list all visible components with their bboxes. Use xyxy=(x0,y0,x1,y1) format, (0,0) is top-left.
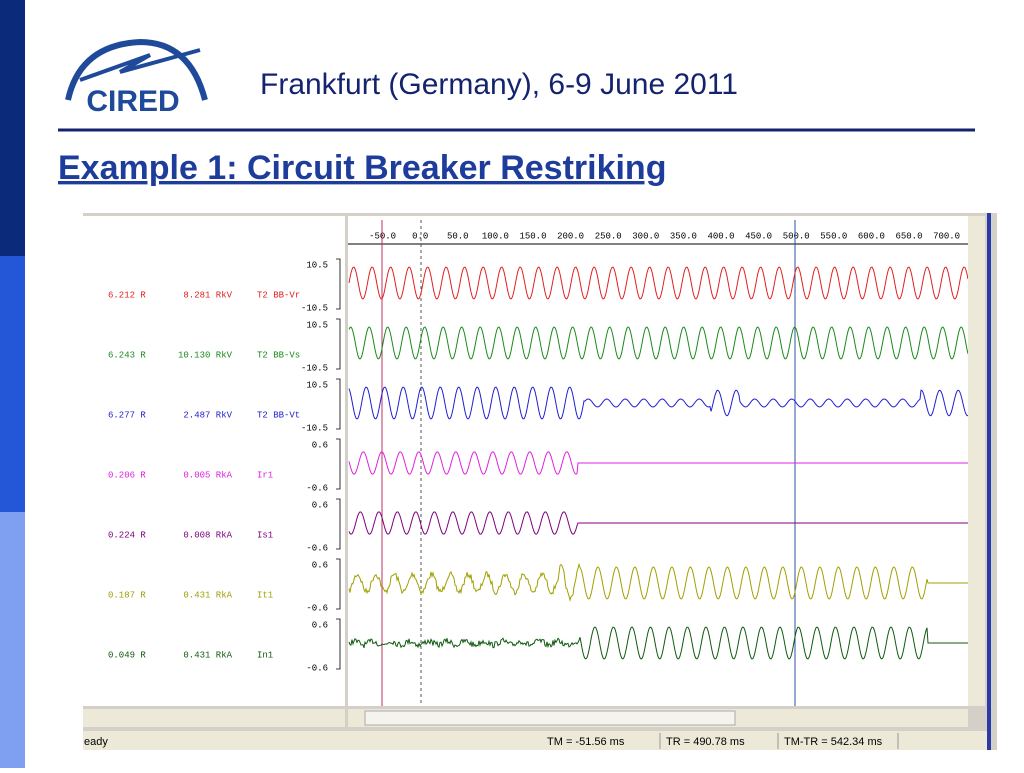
scale-bracket xyxy=(336,438,341,490)
channel-reading: 0.008 RkA xyxy=(183,530,232,540)
channel-reading: 0.431 RkA xyxy=(183,590,232,600)
scale-min: -10.5 xyxy=(301,363,328,373)
channel-value: 6.212 R xyxy=(108,290,146,300)
scale-min: -0.6 xyxy=(306,663,328,673)
time-label: 600.0 xyxy=(858,231,885,241)
app-window: eady TM = -51.56 ms TR = 490.78 ms TM-TR… xyxy=(83,213,997,750)
channel-value: 6.243 R xyxy=(108,350,146,360)
channel-name: Is1 xyxy=(257,530,273,540)
time-label: 650.0 xyxy=(895,231,922,241)
time-label: -50.0 xyxy=(369,231,396,241)
window-edge xyxy=(987,213,991,750)
channel-name: T2 BB-Vs xyxy=(257,350,300,360)
scale-max: 10.5 xyxy=(306,380,328,390)
time-label: 550.0 xyxy=(820,231,847,241)
side-bar xyxy=(0,0,25,256)
channel-reading: 2.487 RkV xyxy=(183,410,232,420)
time-label: 0.0 xyxy=(412,231,428,241)
scale-max: 10.5 xyxy=(306,260,328,270)
scale-max: 0.6 xyxy=(312,620,328,630)
channel-panel xyxy=(83,216,345,706)
waveform xyxy=(348,266,968,300)
waveform xyxy=(348,626,968,660)
waveform xyxy=(348,511,968,535)
slide-title: Example 1: Circuit Breaker Restriking xyxy=(58,149,666,187)
logo: CIRED xyxy=(65,38,208,118)
time-label: 500.0 xyxy=(783,231,810,241)
time-label: 100.0 xyxy=(482,231,509,241)
channel-name: T2 BB-Vr xyxy=(257,290,300,300)
time-label: 150.0 xyxy=(519,231,546,241)
time-label: 350.0 xyxy=(670,231,697,241)
scale-min: -0.6 xyxy=(306,543,328,553)
scale-max: 0.6 xyxy=(312,440,328,450)
channel-value: 0.224 R xyxy=(108,530,146,540)
channel-value: 0.049 R xyxy=(108,650,146,660)
time-label: 200.0 xyxy=(557,231,584,241)
status-text: TM-TR = 542.34 ms xyxy=(784,736,883,748)
channel-reading: 8.281 RkV xyxy=(183,290,232,300)
h-scrollbar[interactable] xyxy=(83,709,345,727)
side-bar xyxy=(0,256,25,512)
scale-min: -0.6 xyxy=(306,483,328,493)
waveform xyxy=(348,326,968,360)
channel-name: Ir1 xyxy=(257,470,273,480)
channel-name: It1 xyxy=(257,590,273,600)
waveform xyxy=(348,386,968,420)
time-label: 50.0 xyxy=(447,231,469,241)
time-label: 700.0 xyxy=(933,231,960,241)
channel-name: In1 xyxy=(257,650,273,660)
status-text: eady xyxy=(84,736,108,748)
time-label: 300.0 xyxy=(632,231,659,241)
logo-text: CIRED xyxy=(86,85,179,118)
status-bar xyxy=(83,731,987,750)
status-text: TM = -51.56 ms xyxy=(547,736,625,748)
channel-value: 6.277 R xyxy=(108,410,146,420)
scale-max: 10.5 xyxy=(306,320,328,330)
scroll-thumb[interactable] xyxy=(364,710,736,726)
scale-bracket xyxy=(336,498,341,550)
channel-name: T2 BB-Vt xyxy=(257,410,300,420)
scale-bracket xyxy=(336,618,341,670)
side-bar xyxy=(0,512,25,768)
scale-bracket xyxy=(336,318,341,370)
time-label: 400.0 xyxy=(707,231,734,241)
event-title: Frankfurt (Germany), 6-9 June 2011 xyxy=(260,68,738,101)
scale-min: -10.5 xyxy=(301,303,328,313)
channel-value: 0.206 R xyxy=(108,470,146,480)
scale-max: 0.6 xyxy=(312,500,328,510)
time-label: 250.0 xyxy=(595,231,622,241)
channel-reading: 10.130 RkV xyxy=(178,350,233,360)
status-text: TR = 490.78 ms xyxy=(666,736,745,748)
time-label: 450.0 xyxy=(745,231,772,241)
waveform xyxy=(348,562,968,602)
scale-bracket xyxy=(336,558,341,610)
scale-min: -0.6 xyxy=(306,603,328,613)
channel-reading: 0.005 RkA xyxy=(183,470,232,480)
scale-bracket xyxy=(336,378,341,430)
scale-min: -10.5 xyxy=(301,423,328,433)
channel-reading: 0.431 RkA xyxy=(183,650,232,660)
waveform xyxy=(348,451,968,475)
scale-max: 0.6 xyxy=(312,560,328,570)
channel-value: 0.187 R xyxy=(108,590,146,600)
v-scrollbar[interactable] xyxy=(968,216,985,706)
scale-bracket xyxy=(336,258,341,310)
